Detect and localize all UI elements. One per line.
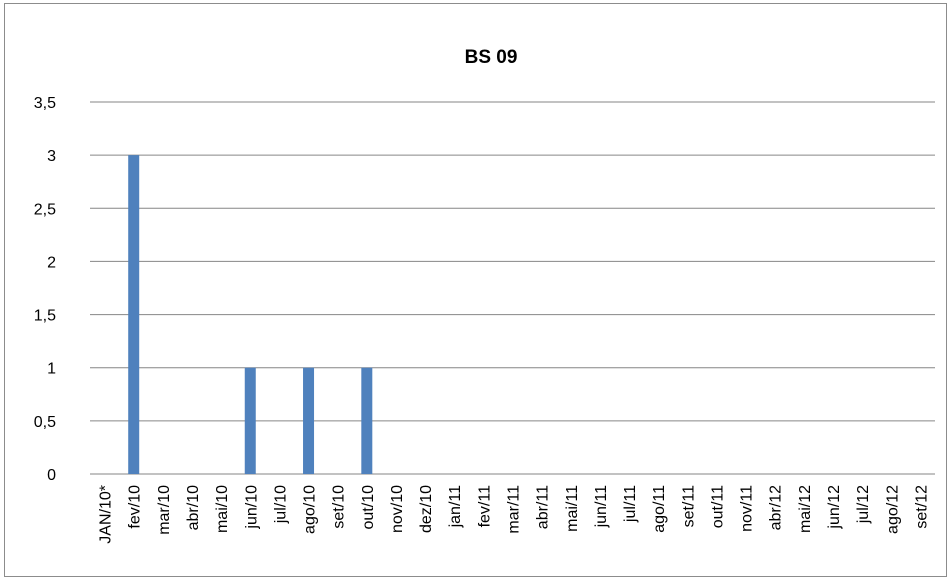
x-tick-label: jun/12	[826, 485, 843, 530]
x-tick-label: mai/10	[214, 485, 231, 533]
chart-frame	[4, 3, 947, 577]
x-tick-label: ago/11	[651, 485, 668, 533]
x-tick-label: jul/12	[855, 485, 872, 524]
y-axis-labels: 0 0,5 1 1,5 2 2,5 3 3,5	[34, 95, 56, 484]
x-tick-label: out/10	[360, 485, 377, 530]
x-tick-label: ago/12	[884, 485, 901, 534]
x-tick-label: jun/10	[243, 485, 260, 530]
x-tick-label: ago/10	[302, 485, 319, 534]
x-axis-labels: JAN/10* fev/10 mar/10 abr/10 mai/10 jun/10 jul…	[98, 485, 931, 544]
y-tick-label: 0	[47, 467, 56, 484]
x-tick-label: nov/10	[389, 485, 406, 533]
x-tick-label: set/12	[913, 485, 930, 529]
y-tick-label: 1,5	[34, 308, 56, 325]
x-tick-label: nov/11	[739, 485, 756, 532]
y-tick-label: 2,5	[34, 201, 56, 218]
x-tick-label: fev/10	[127, 485, 144, 529]
x-tick-label: abr/12	[768, 485, 785, 530]
bars	[128, 155, 373, 474]
x-tick-label: mai/11	[564, 485, 581, 532]
x-tick-label: mar/11	[506, 485, 523, 534]
y-tick-label: 0,5	[34, 414, 56, 431]
x-tick-label: jul/11	[622, 485, 639, 523]
x-tick-label: dez/10	[418, 485, 435, 533]
x-tick-label: JAN/10*	[98, 485, 115, 544]
y-tick-label: 3	[47, 148, 56, 165]
x-tick-label: set/11	[680, 485, 697, 528]
x-tick-label: mai/12	[797, 485, 814, 533]
x-tick-label: set/10	[331, 485, 348, 529]
y-tick-label: 3,5	[34, 95, 56, 112]
bar	[303, 367, 315, 474]
x-tick-label: fev/11	[476, 485, 493, 528]
bar	[244, 367, 256, 474]
bar	[128, 155, 140, 474]
y-tick-label: 2	[47, 254, 56, 271]
x-tick-label: out/11	[709, 485, 726, 528]
x-tick-label: jun/11	[593, 485, 610, 529]
chart-title: BS 09	[465, 47, 518, 68]
x-tick-label: abr/10	[185, 485, 202, 530]
gridlines	[90, 101, 935, 475]
bar	[361, 367, 373, 474]
y-tick-label: 1	[47, 361, 56, 378]
x-tick-label: jul/10	[272, 485, 289, 524]
x-tick-label: mar/10	[156, 485, 173, 535]
x-tick-label: abr/11	[535, 485, 552, 529]
x-tick-label: jan/11	[447, 485, 464, 529]
